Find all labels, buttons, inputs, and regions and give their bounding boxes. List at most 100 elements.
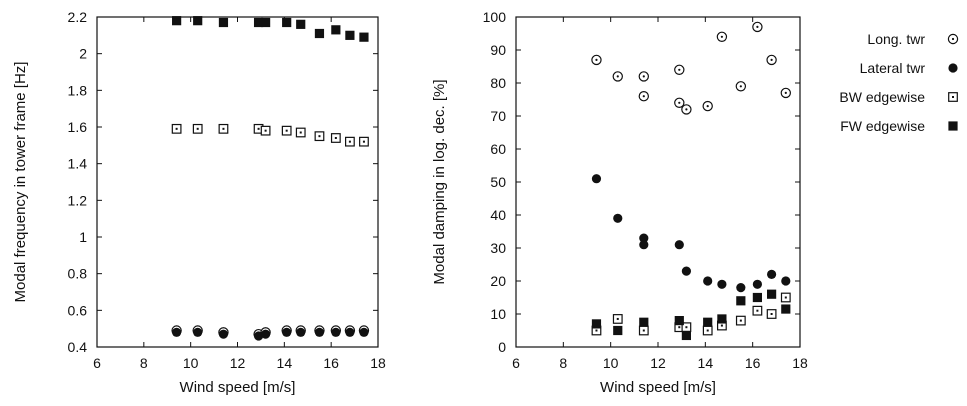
damp-y-tick-label: 50 — [490, 174, 506, 190]
freq-point-lateral-twr — [331, 327, 341, 337]
freq-x-tick-label: 14 — [277, 355, 293, 371]
damp-y-tick-label: 70 — [490, 108, 506, 124]
freq-point-fw-edgewise — [218, 17, 229, 28]
damp-y-tick-label: 80 — [490, 75, 506, 91]
damp-point-fw-edgewise — [767, 289, 777, 299]
freq-x-tick-label: 10 — [183, 355, 199, 371]
damp-y-tick-label: 20 — [490, 273, 506, 289]
freq-point-fw-edgewise — [296, 19, 306, 29]
damp-point-bw-edgewise — [735, 315, 746, 326]
damp-point-fw-edgewise — [703, 317, 713, 327]
damp-point-lateral-twr — [781, 276, 791, 286]
damp-point-long-twr — [702, 100, 713, 112]
damp-point-long-twr — [638, 90, 650, 102]
damp-point-lateral-twr — [717, 279, 727, 289]
legend-label-lateral-twr: Lateral twr — [860, 60, 926, 76]
freq-point-lateral-twr — [359, 327, 369, 337]
freq-y-tick-label: 0.6 — [68, 302, 88, 318]
legend-markers — [947, 33, 959, 131]
frequency-plot: 6 8 10 12 14 16 18 0.4 0.6 0.8 1 1.2 1.4 1.6 1.8 2 2.2 Wi… — [12, 9, 386, 396]
damp-y-tick-label: 40 — [490, 207, 506, 223]
freq-point-fw-edgewise — [193, 16, 203, 26]
damp-point-bw-edgewise — [780, 292, 791, 303]
damp-y-axis-label: Modal damping in log. dec. [%] — [431, 79, 448, 284]
damp-point-lateral-twr — [767, 269, 777, 279]
damp-point-bw-edgewise — [766, 309, 777, 319]
damp-point-fw-edgewise — [717, 314, 727, 324]
freq-y-tick-label: 1.6 — [68, 119, 88, 135]
damp-point-fw-edgewise — [613, 325, 623, 336]
damp-series-fw-edgewise — [591, 289, 791, 341]
freq-point-lateral-twr — [261, 329, 271, 339]
freq-point-lateral-twr — [253, 331, 264, 341]
freq-x-tick-label: 8 — [140, 355, 148, 371]
legend-label-bw-edgewise: BW edgewise — [839, 89, 925, 105]
freq-point-lateral-twr — [193, 327, 203, 337]
legend: Long. twr Lateral twr BW edgewise FW edg… — [839, 31, 959, 134]
damp-point-bw-edgewise — [752, 305, 763, 316]
freq-point-bw-edgewise — [260, 125, 271, 136]
legend-label-long-twr: Long. twr — [867, 31, 925, 47]
freq-series-lateral-twr — [172, 327, 369, 341]
freq-point-fw-edgewise — [282, 17, 292, 28]
damp-point-lateral-twr — [703, 276, 713, 286]
damp-point-long-twr — [780, 87, 792, 99]
freq-point-bw-edgewise — [218, 123, 229, 134]
damp-point-long-twr — [681, 104, 692, 115]
damp-point-long-twr — [674, 97, 685, 109]
freq-series-fw-edgewise — [172, 16, 369, 42]
damp-x-tick-label: 8 — [559, 355, 567, 371]
damp-point-lateral-twr — [591, 174, 602, 184]
freq-y-tick-label: 1.2 — [68, 192, 88, 208]
legend-label-fw-edgewise: FW edgewise — [840, 118, 925, 134]
freq-point-bw-edgewise — [192, 123, 203, 134]
freq-x-tick-label: 12 — [230, 355, 246, 371]
damp-point-lateral-twr — [752, 279, 763, 289]
damp-point-long-twr — [735, 81, 747, 92]
damp-x-tick-label: 10 — [603, 355, 619, 371]
damp-point-long-twr — [591, 54, 602, 66]
damp-point-lateral-twr — [639, 233, 649, 243]
damp-y-tick-label: 100 — [483, 9, 507, 25]
freq-point-fw-edgewise — [314, 28, 325, 39]
damp-y-tick-label: 10 — [490, 306, 506, 322]
damp-x-tick-label: 16 — [745, 355, 761, 371]
freq-y-tick-label: 0.8 — [68, 266, 88, 282]
damp-series-lateral-twr — [591, 174, 791, 293]
freq-point-bw-edgewise — [330, 133, 341, 143]
freq-point-bw-edgewise — [171, 123, 182, 134]
damp-point-long-twr — [612, 71, 623, 82]
freq-y-tick-label: 0.4 — [68, 339, 88, 355]
freq-series-bw-edgewise — [171, 123, 369, 147]
damp-point-lateral-twr — [674, 240, 684, 250]
legend-marker-long-twr — [947, 33, 959, 45]
damp-point-fw-edgewise — [639, 317, 649, 327]
damp-series-long-twr — [591, 21, 792, 115]
freq-point-bw-edgewise — [281, 125, 292, 136]
damp-x-tick-label: 18 — [792, 355, 808, 371]
damp-x-tick-label: 6 — [512, 355, 520, 371]
freq-point-bw-edgewise — [359, 136, 369, 147]
freq-y-tick-label: 1.8 — [68, 82, 88, 98]
damp-point-bw-edgewise — [702, 325, 713, 336]
damp-point-bw-edgewise — [612, 314, 623, 324]
damp-point-fw-edgewise — [681, 330, 691, 341]
damp-point-lateral-twr — [736, 283, 746, 293]
freq-point-lateral-twr — [314, 327, 325, 337]
damp-point-fw-edgewise — [752, 292, 762, 303]
freq-point-fw-edgewise — [261, 17, 271, 28]
damp-point-lateral-twr — [639, 240, 649, 250]
freq-point-lateral-twr — [218, 329, 229, 339]
freq-point-fw-edgewise — [331, 25, 341, 35]
freq-point-bw-edgewise — [295, 127, 306, 138]
damp-point-bw-edgewise — [638, 325, 649, 336]
freq-point-lateral-twr — [282, 327, 292, 337]
freq-x-tick-label: 18 — [370, 355, 386, 371]
freq-x-tick-label: 16 — [323, 355, 339, 371]
freq-point-lateral-twr — [172, 327, 182, 337]
freq-point-lateral-twr — [345, 327, 355, 337]
damp-point-fw-edgewise — [591, 319, 602, 329]
freq-y-tick-label: 1.4 — [68, 156, 88, 172]
damp-point-long-twr — [766, 54, 777, 66]
